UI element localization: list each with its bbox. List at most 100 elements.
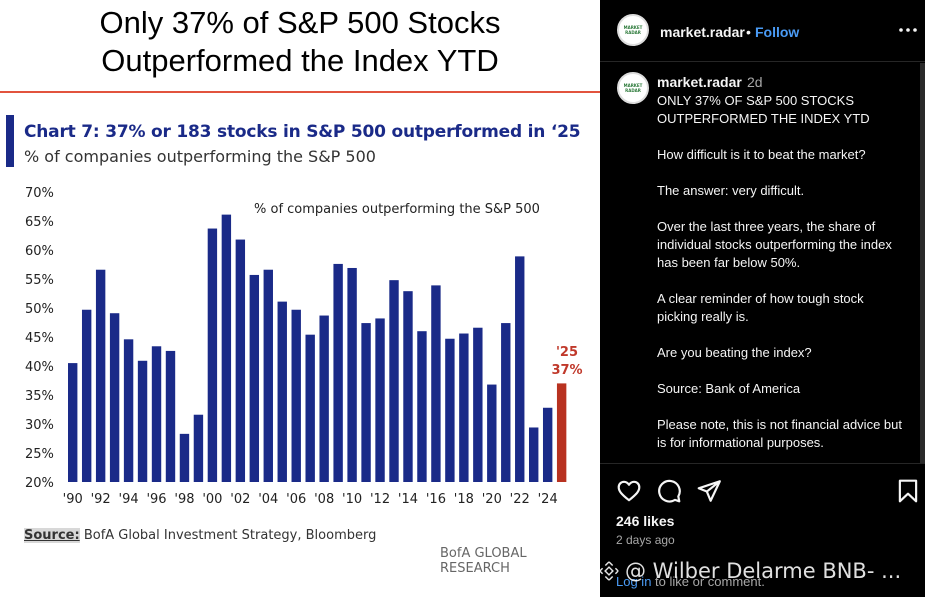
caption-area: MARKET RADAR market.radar 2d ONLY 37% OF…	[600, 63, 920, 463]
chart-source: Source: BofA Global Investment Strategy,…	[24, 528, 376, 543]
bar	[179, 433, 190, 482]
y-tick-label: 30%	[25, 418, 54, 433]
chart-brand: BofA GLOBAL RESEARCH	[440, 546, 527, 576]
x-tick-label: '06	[286, 492, 306, 507]
follow-button[interactable]: Follow	[755, 24, 800, 40]
x-tick-label: '14	[398, 492, 418, 507]
bar	[137, 360, 148, 482]
post-side-panel: MARKET RADAR market.radar • Follow MARKE…	[600, 0, 925, 597]
bar	[473, 327, 483, 482]
y-tick-label: 20%	[25, 476, 54, 491]
header-username[interactable]: market.radar	[660, 24, 745, 40]
caption-paragraph: Source: Bank of America	[657, 381, 801, 396]
x-tick-label: '02	[230, 492, 250, 507]
y-tick-label: 25%	[25, 447, 54, 462]
x-tick-label: '22	[510, 492, 530, 507]
x-tick-label: '96	[146, 492, 166, 507]
caption-timestamp: 2d	[747, 74, 763, 90]
bar-chart: 70% 65% 60% 55% 50% 45% 40% 35% 30% 25% 20% '90 '92…	[25, 186, 583, 507]
caption-scrollbar[interactable]	[920, 63, 925, 463]
bar	[221, 214, 232, 482]
bar	[95, 269, 106, 482]
x-tick-label: '92	[91, 492, 111, 507]
bookmark-icon[interactable]	[895, 478, 921, 504]
bar	[249, 274, 260, 482]
caption-paragraph: The answer: very difficult.	[657, 183, 805, 198]
like-count[interactable]: 246 likes	[616, 513, 675, 529]
bar	[347, 267, 357, 482]
more-icon[interactable]	[896, 18, 920, 42]
post-image: Only 37% of S&P 500 Stocks Outperformed …	[0, 0, 600, 597]
y-tick-label: 60%	[25, 244, 54, 259]
x-tick-label: '04	[258, 492, 278, 507]
actions-divider	[600, 463, 925, 464]
bar	[501, 323, 511, 482]
bar	[542, 407, 553, 482]
caption-username[interactable]: market.radar	[657, 74, 742, 90]
bar	[361, 323, 371, 482]
avatar-logo-text: MARKET RADAR	[623, 83, 643, 93]
header-separator: •	[746, 24, 751, 40]
x-tick-label: '90	[63, 492, 83, 507]
x-tick-label: '20	[482, 492, 502, 507]
caption-paragraph: Over the last three years, the share of …	[657, 219, 892, 270]
bar	[123, 339, 134, 482]
x-tick-label: '12	[370, 492, 390, 507]
comment-prompt-text: to like or comment.	[651, 574, 765, 589]
caption-paragraph: ONLY 37% OF S&P 500 STOCKS OUTPERFORMED …	[657, 93, 870, 126]
bar	[319, 315, 329, 482]
bar	[431, 285, 441, 482]
post-headline: Only 37% of S&P 500 Stocks Outperformed …	[99, 5, 501, 78]
chart-legend: % of companies outperforming the S&P 500	[254, 202, 540, 217]
y-tick-label: 45%	[25, 331, 54, 346]
bars	[68, 214, 567, 482]
bar	[389, 280, 399, 482]
x-tick-label: '16	[426, 492, 446, 507]
highlight-year-label: '25	[556, 345, 578, 360]
bar	[403, 291, 413, 482]
bar	[487, 384, 497, 482]
source-label: Source:	[24, 528, 80, 543]
bar-highlight	[556, 383, 567, 482]
y-tick-label: 70%	[25, 186, 54, 201]
x-tick-label: '94	[119, 492, 139, 507]
y-tick-label: 55%	[25, 273, 54, 288]
chart-subtitle: % of companies outperforming the S&P 500	[24, 147, 376, 166]
share-icon[interactable]	[696, 478, 722, 504]
login-link[interactable]: Log in	[616, 574, 652, 589]
bar	[193, 414, 204, 482]
heart-icon[interactable]	[616, 478, 642, 504]
bar	[263, 269, 273, 482]
caption-paragraph: Please note, this is not financial advic…	[657, 417, 902, 450]
post-header: MARKET RADAR market.radar • Follow	[600, 0, 925, 62]
bar	[445, 338, 455, 482]
bar	[109, 313, 120, 482]
caption-paragraph: A clear reminder of how tough stock pick…	[657, 291, 864, 324]
caption-avatar[interactable]: MARKET RADAR	[617, 72, 649, 104]
x-tick-label: '18	[454, 492, 474, 507]
avatar[interactable]: MARKET RADAR	[617, 14, 649, 46]
bar	[529, 427, 539, 482]
y-tick-label: 65%	[25, 215, 54, 230]
bar	[291, 309, 301, 482]
binance-logo-icon	[599, 561, 619, 581]
bar	[151, 346, 162, 482]
x-tick-label: '00	[202, 492, 222, 507]
y-tick-label: 50%	[25, 302, 54, 317]
comment-prompt: Log in to like or comment.	[616, 574, 765, 589]
bar	[333, 263, 343, 482]
bar	[68, 363, 78, 482]
highlight-value-label: 37%	[551, 363, 582, 378]
caption-text: ONLY 37% OF S&P 500 STOCKS OUTPERFORMED …	[657, 92, 907, 463]
bar	[277, 301, 287, 482]
y-tick-label: 40%	[25, 360, 54, 375]
headline-divider	[0, 91, 600, 93]
bar	[417, 331, 427, 482]
x-tick-label: '08	[314, 492, 334, 507]
avatar-logo-text: MARKET RADAR	[623, 25, 643, 35]
x-axis: '90 '92 '94 '96 '98 '00 '02 '04 '06 '08 '10 '12 '14 '…	[63, 492, 558, 507]
comment-icon[interactable]	[656, 478, 682, 504]
source-text: BofA Global Investment Strategy, Bloombe…	[79, 528, 377, 543]
bar	[459, 333, 469, 482]
bar	[305, 334, 315, 482]
